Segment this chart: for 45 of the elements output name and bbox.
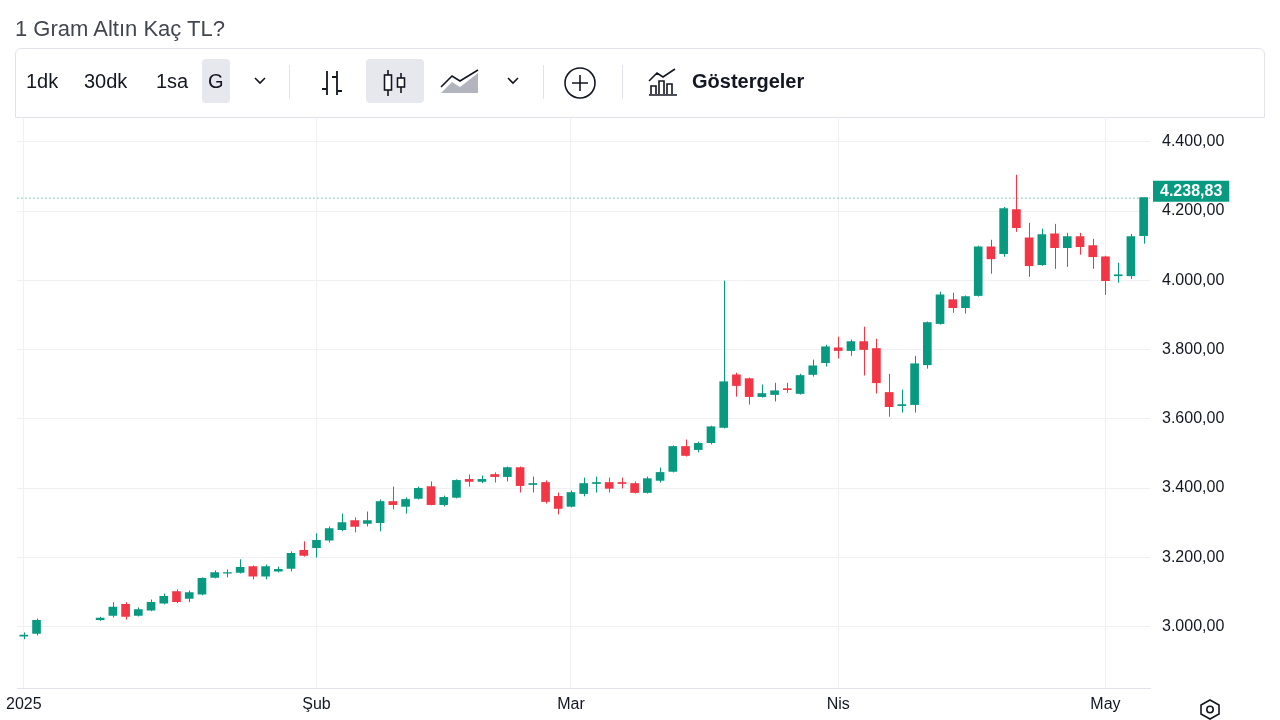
x-tick-label: Mar — [557, 694, 586, 712]
text: G — [202, 59, 230, 103]
y-tick-label: 4.400,00 — [1162, 132, 1225, 150]
y-tick-label: 3.400,00 — [1162, 478, 1225, 496]
candlestick — [821, 344, 830, 368]
x-tick-label: May — [1090, 694, 1121, 712]
candlestick — [770, 382, 779, 402]
candlestick — [1113, 262, 1123, 284]
candlestick — [948, 292, 958, 314]
candlestick — [1088, 238, 1098, 270]
y-tick-label: 3.600,00 — [1162, 409, 1225, 427]
y-tick-label: 3.800,00 — [1162, 339, 1225, 357]
candlestick — [312, 532, 321, 559]
x-tick-label: Nis — [826, 694, 850, 712]
candlestick — [1012, 174, 1021, 233]
candlestick — [579, 477, 589, 497]
candlestick — [986, 239, 996, 275]
candlestick — [1050, 223, 1059, 270]
candlestick — [833, 336, 843, 360]
text: 30dk — [83, 69, 129, 94]
candlestick — [1075, 232, 1085, 256]
candlestick — [541, 479, 550, 505]
candlestick — [795, 373, 805, 396]
candlestick — [732, 372, 741, 398]
candlestick — [286, 550, 296, 572]
y-tick-label: 4.200,00 — [1162, 201, 1225, 219]
y-tick-label: 4.000,00 — [1162, 270, 1225, 288]
y-tick-label: 3.200,00 — [1162, 547, 1225, 565]
text: 1dk — [25, 69, 60, 94]
y-tick-label: 3.000,00 — [1162, 616, 1225, 634]
ref-line-label: 4.238,83 — [1160, 182, 1223, 200]
candlestick — [515, 466, 525, 494]
candlestick — [744, 377, 754, 406]
candlestick — [553, 492, 563, 515]
candlestick — [388, 486, 398, 510]
text: Göstergeler — [691, 69, 806, 94]
candlestick — [897, 389, 907, 414]
candlestick — [884, 373, 894, 418]
candlestick — [1062, 232, 1072, 268]
x-tick-label: Şub — [302, 694, 331, 712]
text: 1sa — [155, 69, 190, 94]
chart-title: 1 Gram Altın Kaç TL? — [15, 16, 225, 42]
x-tick-label: 2025 — [6, 694, 42, 712]
candlestick — [375, 498, 385, 532]
candlestick — [859, 326, 869, 377]
